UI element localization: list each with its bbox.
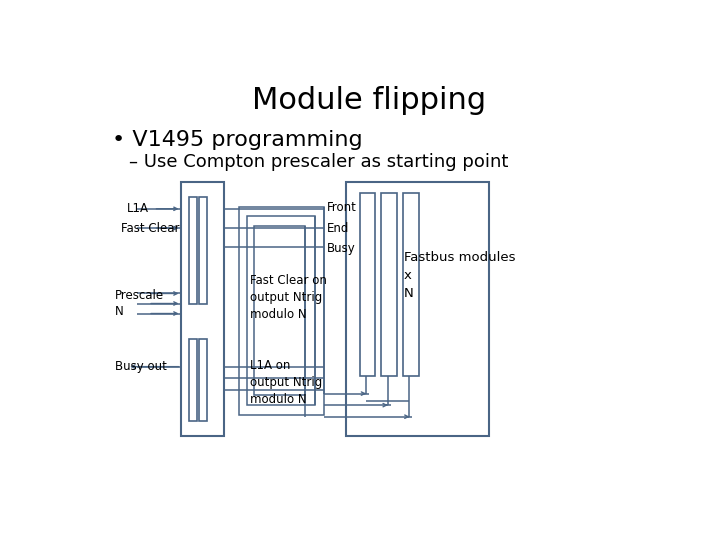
Text: Prescale
N: Prescale N	[114, 289, 164, 318]
Bar	[246, 217, 315, 405]
Bar	[382, 193, 397, 376]
Bar	[189, 197, 197, 304]
Bar	[181, 182, 224, 436]
Text: End: End	[327, 221, 349, 234]
Text: Module flipping: Module flipping	[252, 86, 486, 116]
Text: Fastbus modules
x
N: Fastbus modules x N	[404, 251, 516, 300]
Text: – Use Compton prescaler as starting point: – Use Compton prescaler as starting poin…	[129, 153, 508, 171]
Text: Fast Clear on
output Ntrig
modulo N: Fast Clear on output Ntrig modulo N	[251, 274, 328, 321]
Bar	[239, 207, 324, 415]
Bar	[360, 193, 375, 376]
Text: L1A: L1A	[127, 202, 149, 215]
Text: • V1495 programming: • V1495 programming	[112, 130, 362, 150]
Text: Fast Clear: Fast Clear	[121, 221, 179, 234]
Text: Busy out: Busy out	[114, 360, 166, 373]
Text: L1A on
output Ntrig
modulo N: L1A on output Ntrig modulo N	[251, 359, 323, 406]
Text: Front: Front	[327, 201, 357, 214]
Bar	[254, 226, 305, 395]
Bar	[199, 339, 207, 421]
Bar	[199, 197, 207, 304]
Bar	[189, 339, 197, 421]
Bar	[403, 193, 418, 376]
Bar	[346, 182, 489, 436]
Text: Busy: Busy	[327, 242, 356, 255]
